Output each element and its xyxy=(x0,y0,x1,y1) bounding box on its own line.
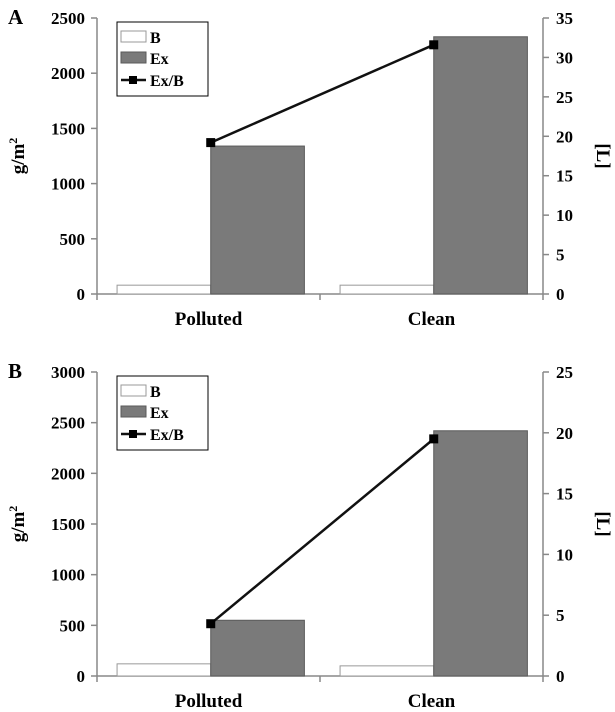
panel-label: B xyxy=(8,359,22,383)
x-category-label: Polluted xyxy=(175,309,243,330)
legend-label: Ex/B xyxy=(150,73,184,90)
bar-b xyxy=(339,284,435,295)
y2-axis-label: [L] xyxy=(592,143,613,168)
y-axis-label: g/m2 xyxy=(6,138,29,175)
y-tick-label: 0 xyxy=(77,667,86,686)
y2-tick-label: 5 xyxy=(556,246,565,265)
legend-swatch-b xyxy=(120,30,147,43)
panel-label: A xyxy=(8,5,24,29)
ex-b-marker xyxy=(206,619,216,629)
y2-axis-label: [L] xyxy=(592,511,613,536)
y-tick-label: 500 xyxy=(60,230,86,249)
bar-ex xyxy=(433,430,528,677)
y-tick-label: 2000 xyxy=(51,464,85,483)
legend-label: B xyxy=(150,384,161,401)
legend-swatch-ex-b-marker xyxy=(129,430,137,438)
bar-ex xyxy=(210,619,305,677)
y2-tick-label: 5 xyxy=(556,606,565,625)
y2-tick-label: 35 xyxy=(556,9,573,28)
legend-label: Ex xyxy=(150,51,169,68)
y-axis-label-text: g/m xyxy=(8,144,29,175)
y2-tick-label: 15 xyxy=(556,485,573,504)
x-category-label: Clean xyxy=(408,309,456,330)
y-tick-label: 500 xyxy=(60,616,86,635)
ex-b-marker xyxy=(429,434,439,444)
ex-b-line xyxy=(209,437,435,625)
bar-b xyxy=(339,665,435,677)
bar-ex xyxy=(433,36,528,295)
y2-tick-label: 10 xyxy=(556,545,573,564)
y2-tick-label: 20 xyxy=(556,424,573,443)
legend-label: B xyxy=(150,30,161,47)
y2-tick-label: 25 xyxy=(556,88,573,107)
y2-tick-label: 10 xyxy=(556,206,573,225)
y-axis-label: g/m2 xyxy=(6,506,29,543)
panel-b: B 0 500 1000 1500 2000 2500 3000 0 5 10 15 20 25 Pollu… xyxy=(6,359,613,712)
ex-b-marker xyxy=(429,40,439,50)
y-tick-label: 0 xyxy=(77,285,86,304)
y-tick-label: 2500 xyxy=(51,9,85,28)
legend-swatch-ex xyxy=(120,405,147,418)
legend-swatch-ex-b-marker xyxy=(129,76,137,84)
y2-tick-label: 0 xyxy=(556,667,565,686)
legend-label: Ex xyxy=(150,405,169,422)
y2-tick-label: 0 xyxy=(556,285,565,304)
y-tick-label: 1000 xyxy=(51,175,85,194)
x-category-label: Clean xyxy=(408,691,456,712)
ex-b-line xyxy=(210,43,435,144)
bar-b xyxy=(116,284,212,295)
y-tick-label: 2000 xyxy=(51,64,85,83)
legend-swatch-b xyxy=(120,384,147,397)
y2-tick-label: 20 xyxy=(556,127,573,146)
x-category-label: Polluted xyxy=(175,691,243,712)
bar-ex xyxy=(210,145,305,295)
y-tick-label: 1000 xyxy=(51,566,85,585)
y2-tick-label: 25 xyxy=(556,363,573,382)
panel-a: A 0 500 1000 1500 2000 2500 0 5 10 15 20 25 30 35 Pollu… xyxy=(6,5,613,330)
legend-swatch-ex xyxy=(120,51,147,64)
y-axis-label-superscript: 2 xyxy=(6,138,20,144)
y-tick-label: 2500 xyxy=(51,414,85,433)
ex-b-marker xyxy=(206,138,216,148)
y-axis-label-superscript: 2 xyxy=(6,506,20,512)
y-tick-label: 3000 xyxy=(51,363,85,382)
y-tick-label: 1500 xyxy=(51,119,85,138)
legend-label: Ex/B xyxy=(150,427,184,444)
y2-tick-label: 15 xyxy=(556,167,573,186)
bar-b xyxy=(116,663,212,677)
y-tick-label: 1500 xyxy=(51,515,85,534)
y-axis-label-text: g/m xyxy=(8,512,29,543)
y2-tick-label: 30 xyxy=(556,48,573,67)
